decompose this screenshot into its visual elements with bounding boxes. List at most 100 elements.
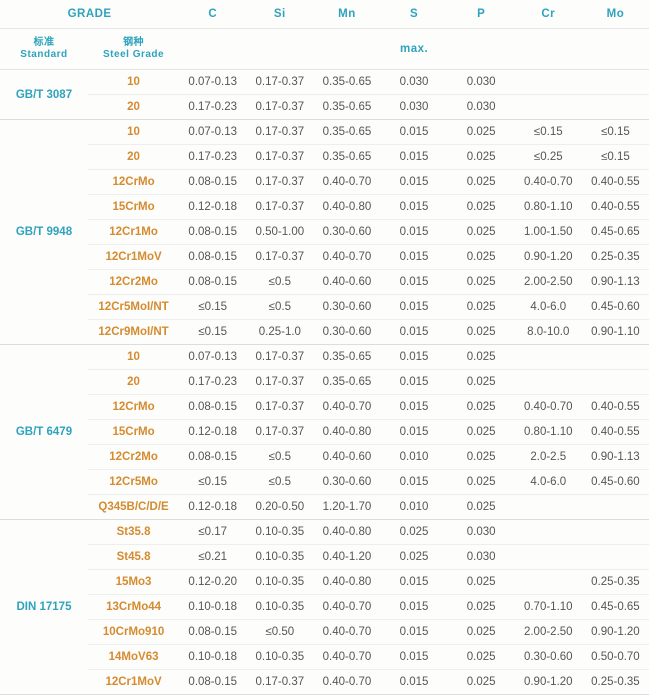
steel-grade-header: 钢种 Steel Grade (88, 29, 179, 70)
value-cell: 0.07-0.13 (179, 70, 246, 95)
value-cell: 0.17-0.23 (179, 370, 246, 395)
value-cell: 0.17-0.37 (246, 195, 313, 220)
value-cell: 0.40-0.70 (313, 595, 380, 620)
value-cell (582, 70, 649, 95)
value-cell (515, 95, 582, 120)
value-cell: 0.35-0.65 (313, 120, 380, 145)
value-cell: 0.025 (448, 445, 515, 470)
table-row: GB/T 6479100.07-0.130.17-0.370.35-0.650.… (0, 345, 649, 370)
value-cell: 0.70-1.10 (515, 595, 582, 620)
value-cell: 0.015 (381, 270, 448, 295)
grade-cell: 12CrMo (88, 170, 179, 195)
col-mn: Mn (313, 0, 380, 29)
table-row: 200.17-0.230.17-0.370.35-0.650.0150.025≤… (0, 145, 649, 170)
value-cell: 0.90-1.10 (582, 320, 649, 345)
value-cell: 0.90-1.20 (582, 620, 649, 645)
value-cell: 0.015 (381, 395, 448, 420)
standard-cell: GB/T 3087 (0, 70, 88, 120)
value-cell: 0.17-0.37 (246, 145, 313, 170)
value-cell: 0.40-0.70 (313, 395, 380, 420)
value-cell: 0.40-0.70 (313, 670, 380, 695)
value-cell: 0.40-0.55 (582, 420, 649, 445)
value-cell: ≤0.15 (179, 295, 246, 320)
table-row: 15CrMo0.12-0.180.17-0.370.40-0.800.0150.… (0, 420, 649, 445)
value-cell: 0.90-1.13 (582, 270, 649, 295)
standard-zh: 标准 (2, 37, 86, 49)
value-cell: 0.80-1.10 (515, 420, 582, 445)
value-cell: 8.0-10.0 (515, 320, 582, 345)
grade-cell: 20 (88, 370, 179, 395)
value-cell: 0.50-1.00 (246, 220, 313, 245)
value-cell: 0.35-0.65 (313, 370, 380, 395)
value-cell: 0.08-0.15 (179, 245, 246, 270)
value-cell: 0.40-0.70 (313, 645, 380, 670)
value-cell: 0.025 (381, 545, 448, 570)
value-cell: 2.00-2.50 (515, 620, 582, 645)
value-cell: 0.17-0.37 (246, 120, 313, 145)
grade-header: GRADE (0, 0, 179, 29)
value-cell: 0.015 (381, 170, 448, 195)
table-row: 12Cr1Mo0.08-0.150.50-1.000.30-0.600.0150… (0, 220, 649, 245)
value-cell: 0.015 (381, 295, 448, 320)
value-cell: ≤0.5 (246, 270, 313, 295)
value-cell: ≤0.50 (246, 620, 313, 645)
value-cell: 4.0-6.0 (515, 470, 582, 495)
value-cell (515, 545, 582, 570)
table-row: 15Mo30.12-0.200.10-0.350.40-0.800.0150.0… (0, 570, 649, 595)
value-cell: 0.025 (448, 295, 515, 320)
value-cell: 0.025 (448, 670, 515, 695)
value-cell: 0.17-0.37 (246, 420, 313, 445)
value-cell: 0.08-0.15 (179, 170, 246, 195)
value-cell: 0.025 (448, 570, 515, 595)
value-cell: 2.00-2.50 (515, 270, 582, 295)
table-row: 10CrMo9100.08-0.15≤0.500.40-0.700.0150.0… (0, 620, 649, 645)
table-row: 12CrMo0.08-0.150.17-0.370.40-0.700.0150.… (0, 170, 649, 195)
value-cell: 0.025 (381, 520, 448, 545)
value-cell: 0.25-0.35 (582, 670, 649, 695)
col-c: C (179, 0, 246, 29)
grade-cell: St45.8 (88, 545, 179, 570)
value-cell: 0.12-0.20 (179, 570, 246, 595)
value-cell: 0.025 (448, 145, 515, 170)
value-cell: 0.015 (381, 420, 448, 445)
col-cr: Cr (515, 0, 582, 29)
grade-cell: 12Cr1Mo (88, 220, 179, 245)
value-cell: 0.08-0.15 (179, 220, 246, 245)
grade-cell: 12Cr2Mo (88, 445, 179, 470)
value-cell: ≤0.15 (582, 145, 649, 170)
table-row: 14MoV630.10-0.180.10-0.350.40-0.700.0150… (0, 645, 649, 670)
value-cell: ≤0.25 (515, 145, 582, 170)
value-cell: 0.12-0.18 (179, 495, 246, 520)
value-cell: 0.025 (448, 395, 515, 420)
table-row: 12Cr1MoV0.08-0.150.17-0.370.40-0.700.015… (0, 245, 649, 270)
value-cell: 0.20-0.50 (246, 495, 313, 520)
value-cell: 0.025 (448, 120, 515, 145)
table-row: GB/T 3087100.07-0.130.17-0.370.35-0.650.… (0, 70, 649, 95)
value-cell: 0.030 (381, 70, 448, 95)
value-cell: 0.17-0.37 (246, 70, 313, 95)
max-header: max. (179, 29, 649, 70)
value-cell: 0.025 (448, 470, 515, 495)
value-cell (515, 520, 582, 545)
value-cell: 0.17-0.23 (179, 95, 246, 120)
value-cell: 0.030 (448, 545, 515, 570)
value-cell (582, 495, 649, 520)
value-cell: 0.17-0.37 (246, 95, 313, 120)
value-cell: 0.35-0.65 (313, 95, 380, 120)
value-cell: 0.025 (448, 320, 515, 345)
value-cell: 0.015 (381, 320, 448, 345)
table-row: 12Cr5MoI/NT≤0.15≤0.50.30-0.600.0150.0254… (0, 295, 649, 320)
value-cell: 0.45-0.60 (582, 295, 649, 320)
value-cell: 0.025 (448, 170, 515, 195)
standard-cell: GB/T 9948 (0, 120, 88, 345)
value-cell: 0.25-1.0 (246, 320, 313, 345)
value-cell: 1.20-1.70 (313, 495, 380, 520)
value-cell: 0.40-0.80 (313, 570, 380, 595)
value-cell: 0.10-0.35 (246, 595, 313, 620)
grade-cell: 10 (88, 345, 179, 370)
value-cell: 0.40-0.80 (313, 420, 380, 445)
grade-cell: 12Cr1MoV (88, 245, 179, 270)
value-cell: ≤0.15 (582, 120, 649, 145)
value-cell: 0.90-1.13 (582, 445, 649, 470)
value-cell: 0.17-0.37 (246, 245, 313, 270)
